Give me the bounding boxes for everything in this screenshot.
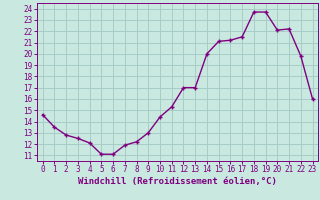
X-axis label: Windchill (Refroidissement éolien,°C): Windchill (Refroidissement éolien,°C)	[78, 177, 277, 186]
